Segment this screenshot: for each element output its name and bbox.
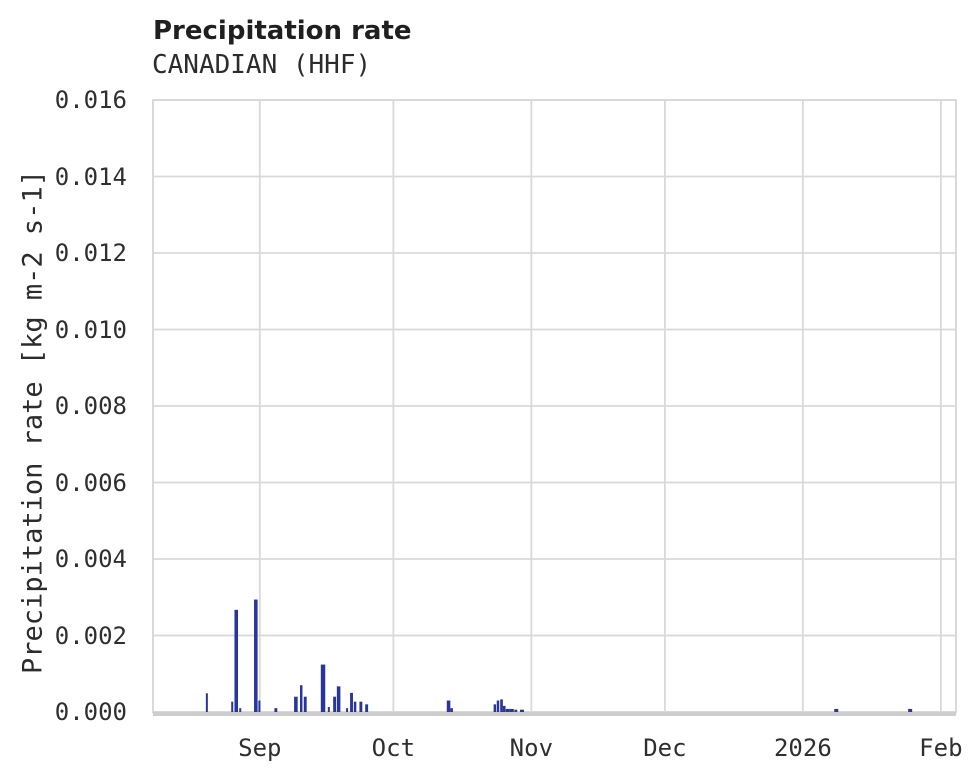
y-tick-label: 0.010	[54, 315, 127, 344]
chart-title: Precipitation rate	[153, 16, 412, 46]
precipitation-bar	[234, 609, 239, 712]
precipitation-bar	[514, 709, 518, 712]
precipitation-bar	[359, 701, 363, 712]
precipitation-bar	[320, 664, 326, 712]
precipitation-bar	[493, 704, 497, 712]
x-tick-label: 2026	[773, 734, 832, 762]
y-tick-label: 0.000	[54, 698, 127, 726]
y-tick-label: 0.004	[54, 545, 127, 573]
precipitation-bar	[300, 685, 303, 712]
precipitation-bar	[336, 686, 341, 712]
precipitation-bar	[446, 700, 451, 712]
precipitation-bar	[834, 708, 839, 712]
chart-subtitle: CANADIAN (HHF)	[152, 50, 372, 80]
precipitation-bar	[294, 696, 298, 712]
precipitation-bar	[505, 708, 510, 712]
precipitation-bar	[350, 692, 353, 713]
x-tick-label: Oct	[371, 734, 416, 762]
precipitation-bar	[509, 708, 514, 712]
precipitation-bar	[205, 693, 208, 712]
precipitation-bar	[496, 700, 500, 712]
precipitation-bar	[258, 700, 261, 712]
precipitation-bar	[908, 708, 913, 712]
x-tick-label: Dec	[643, 734, 687, 762]
precipitation-bar	[500, 699, 503, 712]
precipitation-bar	[254, 599, 258, 712]
precipitation-bar	[239, 708, 242, 712]
precipitation-bar	[333, 696, 337, 712]
precipitation-bar	[327, 707, 330, 712]
y-tick-label: 0.008	[54, 392, 127, 420]
precipitation-bar	[303, 696, 307, 712]
precipitation-bar	[365, 704, 369, 712]
y-tick-label: 0.002	[54, 621, 127, 650]
x-tick-label: Sep	[238, 734, 282, 762]
precipitation-bar	[450, 708, 453, 712]
precipitation-bar	[502, 705, 506, 712]
precipitation-bar	[231, 701, 234, 712]
plot-area	[152, 99, 957, 716]
y-tick-label: 0.014	[54, 162, 127, 191]
y-tick-label: 0.012	[54, 239, 127, 267]
x-tick-label: Feb	[919, 734, 963, 762]
y-axis-label: Precipitation rate [kg m-2 s-1]	[17, 170, 49, 674]
y-tick-label: 0.006	[54, 468, 127, 497]
precipitation-bar	[346, 708, 349, 712]
precipitation-bar	[353, 701, 357, 712]
x-tick-label: Nov	[509, 734, 554, 762]
precipitation-bar	[274, 708, 278, 712]
y-tick-label: 0.016	[54, 86, 127, 114]
precipitation-bar	[520, 709, 525, 712]
